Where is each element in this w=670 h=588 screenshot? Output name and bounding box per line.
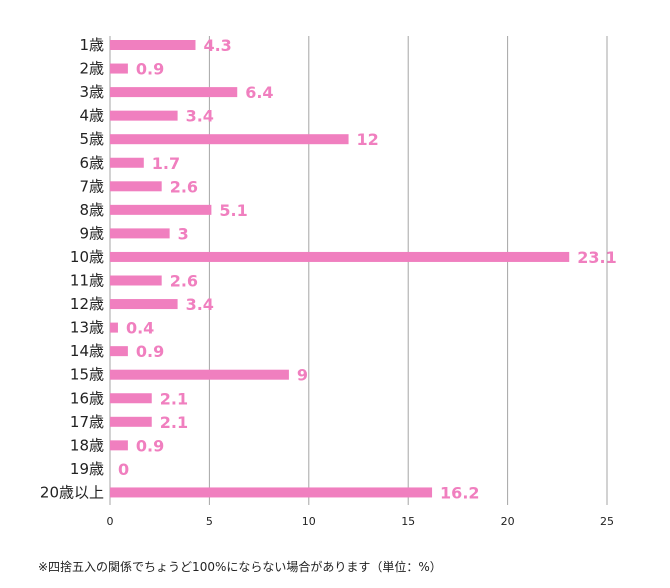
bar: [110, 228, 170, 239]
category-label: 3歳: [79, 83, 104, 101]
x-tick-label: 25: [600, 515, 614, 528]
category-label: 16歳: [70, 389, 104, 407]
data-label: 2.1: [160, 413, 188, 432]
category-label: 11歳: [70, 272, 104, 290]
category-label: 6歳: [79, 154, 104, 172]
data-label: 3.4: [186, 107, 214, 126]
bar: [110, 322, 118, 333]
bar: [110, 110, 178, 121]
data-label: 12: [357, 130, 379, 149]
category-label: 10歳: [70, 248, 104, 266]
x-tick-labels: 0 5 10 15 20 25: [107, 515, 615, 528]
bar: [110, 251, 570, 262]
category-label: 1歳: [79, 36, 104, 54]
data-label: 16.2: [440, 483, 479, 502]
category-label: 19歳: [70, 460, 104, 478]
category-label: 9歳: [79, 224, 104, 242]
category-label: 2歳: [79, 60, 104, 78]
data-label: 0.4: [126, 319, 154, 338]
bar: [110, 369, 289, 380]
footnote: ※四捨五入の関係でちょうど100%にならない場合があります（単位：%）: [38, 560, 442, 574]
x-tick-label: 15: [401, 515, 415, 528]
bar: [110, 63, 128, 74]
data-label: 0.9: [136, 342, 164, 361]
category-label: 13歳: [70, 319, 104, 337]
category-label: 8歳: [79, 201, 104, 219]
data-label: 9: [297, 366, 308, 385]
bars: [110, 40, 570, 498]
data-label: 2.6: [170, 177, 198, 196]
bar: [110, 87, 238, 98]
bar: [110, 299, 178, 310]
x-tick-label: 10: [302, 515, 316, 528]
bar: [110, 181, 162, 192]
data-label: 23.1: [577, 248, 616, 267]
category-label: 5歳: [79, 130, 104, 148]
bar: [110, 40, 196, 50]
data-label: 0.9: [136, 436, 164, 455]
grid-lines: [109, 36, 608, 505]
bar: [110, 134, 349, 145]
data-label: 3: [178, 224, 189, 243]
category-label: 12歳: [70, 295, 104, 313]
category-label: 20歳以上: [40, 483, 104, 501]
bar: [110, 157, 144, 168]
category-label: 7歳: [79, 177, 104, 195]
bar: [110, 440, 128, 451]
category-label: 14歳: [70, 342, 104, 360]
bar: [110, 487, 433, 498]
bar: [110, 393, 152, 404]
data-label: 6.4: [245, 83, 273, 102]
category-label: 17歳: [70, 413, 104, 431]
data-label: 2.1: [160, 389, 188, 408]
data-label: 0: [118, 460, 129, 479]
bar: [110, 346, 128, 357]
data-labels: 4.3 0.9 6.4 3.4 12 1.7 2.6 5.1 3 23.1 2.6 3.4 0.4 0.9…: [118, 36, 617, 502]
bar-chart: 4.3 0.9 6.4 3.4 12 1.7 2.6 5.1 3 23.1 2.6 3.4 0.4 0.9…: [40, 36, 617, 528]
data-label: 0.9: [136, 60, 164, 79]
data-label: 5.1: [219, 201, 247, 220]
data-label: 1.7: [152, 154, 180, 173]
data-label: 3.4: [186, 295, 214, 314]
bar: [110, 275, 162, 286]
x-tick-label: 20: [501, 515, 515, 528]
data-label: 4.3: [203, 36, 231, 55]
x-tick-label: 5: [206, 515, 213, 528]
category-label: 15歳: [70, 366, 104, 384]
data-label: 2.6: [170, 272, 198, 291]
category-label: 4歳: [79, 107, 104, 125]
category-labels: 1歳 2歳 3歳 4歳 5歳 6歳 7歳 8歳 9歳 10歳 11歳 12歳 13歳 14歳 15歳 16歳 1…: [40, 36, 104, 501]
bar: [110, 204, 212, 215]
bar: [110, 416, 152, 427]
category-label: 18歳: [70, 436, 104, 454]
x-tick-label: 0: [107, 515, 114, 528]
